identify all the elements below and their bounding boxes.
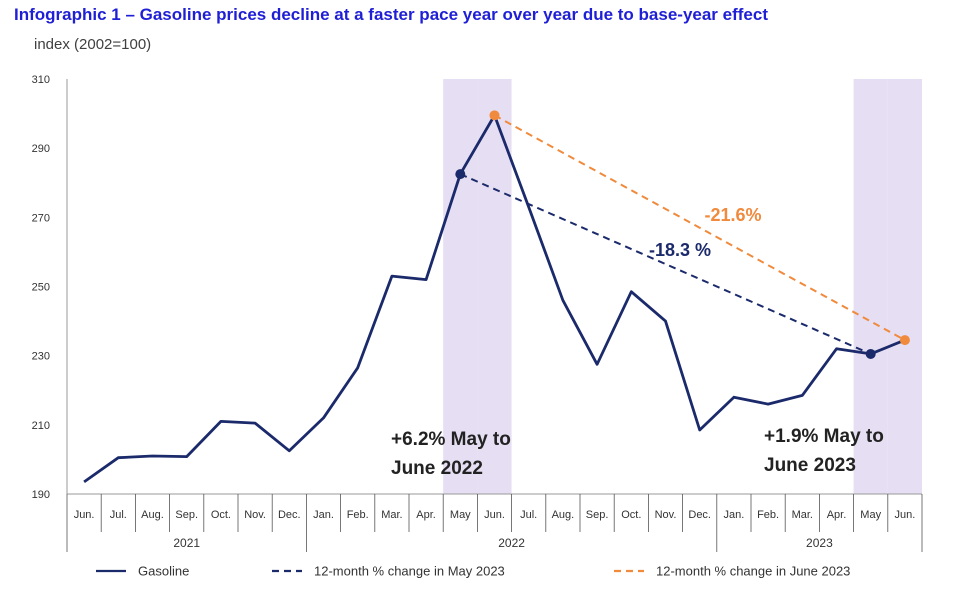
- x-tick-label: Aug.: [552, 509, 575, 521]
- change-label: -21.6%: [704, 205, 761, 225]
- y-tick-label: 250: [32, 282, 50, 294]
- x-tick-label: Feb.: [757, 509, 779, 521]
- x-tick-label: Nov.: [655, 509, 677, 521]
- change-line: [459, 173, 872, 355]
- x-tick-label: Jan.: [313, 509, 334, 521]
- x-tick-label: Nov.: [244, 509, 266, 521]
- x-tick-label: Jul.: [110, 509, 127, 521]
- change-endpoint-marker: [899, 335, 910, 346]
- legend-label: 12-month % change in June 2023: [656, 564, 850, 579]
- chart-title: Infographic 1 – Gasoline prices decline …: [14, 5, 768, 24]
- x-tick-label: Dec.: [278, 509, 301, 521]
- x-tick-label: Jun.: [484, 509, 505, 521]
- x-tick-label: Aug.: [141, 509, 164, 521]
- y-tick-label: 190: [32, 489, 50, 501]
- annotation-text: June 2022: [391, 458, 483, 479]
- legend-label: 12-month % change in May 2023: [314, 564, 505, 579]
- x-tick-label: Sep.: [586, 509, 609, 521]
- annotation-text: June 2023: [764, 455, 856, 476]
- x-tick-label: Jan.: [724, 509, 745, 521]
- x-tick-label: Feb.: [347, 509, 369, 521]
- x-tick-label: Oct.: [211, 509, 231, 521]
- x-tick-label: Sep.: [175, 509, 198, 521]
- x-axis-table: Jun. Jul. Aug. Sep. Oct. Nov. Dec. Jan. Feb. Mar.…: [66, 494, 923, 552]
- year-label: 2021: [173, 536, 200, 550]
- highlight-band: [853, 79, 888, 494]
- x-tick-label: May: [450, 509, 471, 521]
- change-lines: [459, 114, 906, 355]
- x-tick-label: Apr.: [416, 509, 436, 521]
- x-tick-label: Dec.: [688, 509, 711, 521]
- y-tick-label: 310: [32, 74, 50, 86]
- x-tick-label: Oct.: [621, 509, 641, 521]
- x-tick-label: Mar.: [792, 509, 813, 521]
- y-tick-label: 270: [32, 212, 50, 224]
- legend-label: Gasoline: [138, 564, 189, 579]
- change-endpoint-marker: [455, 169, 466, 180]
- change-label: -18.3 %: [649, 240, 711, 260]
- x-tick-label: Jun.: [74, 509, 95, 521]
- year-label: 2022: [498, 536, 525, 550]
- y-tick-labels: 190 210 230 250 270 290 310: [32, 74, 50, 501]
- legend: Gasoline 12-month % change in May 2023 12-…: [96, 564, 850, 579]
- y-tick-label: 290: [32, 143, 50, 155]
- annotation-text: +6.2% May to: [391, 429, 511, 450]
- change-endpoint-marker: [865, 348, 876, 359]
- y-tick-label: 230: [32, 351, 50, 363]
- y-tick-label: 210: [32, 420, 50, 432]
- annotation-text: +1.9% May to: [764, 426, 884, 447]
- axes: [66, 79, 922, 495]
- x-tick-label: Mar.: [381, 509, 402, 521]
- highlight-bands: [443, 79, 922, 494]
- highlight-band: [887, 79, 922, 494]
- change-line: [494, 114, 906, 341]
- change-endpoint-marker: [489, 110, 500, 121]
- endpoint-markers: [455, 110, 910, 359]
- x-tick-label: Jun.: [895, 509, 916, 521]
- x-tick-label: Jul.: [520, 509, 537, 521]
- highlight-band: [443, 79, 478, 494]
- y-axis-unit-label: index (2002=100): [34, 36, 152, 53]
- x-tick-label: May: [860, 509, 881, 521]
- chart-annotations: -18.3 % -21.6% +6.2% May to June 2022 +1.9% …: [391, 205, 884, 479]
- year-label: 2023: [806, 536, 833, 550]
- x-tick-label: Apr.: [827, 509, 847, 521]
